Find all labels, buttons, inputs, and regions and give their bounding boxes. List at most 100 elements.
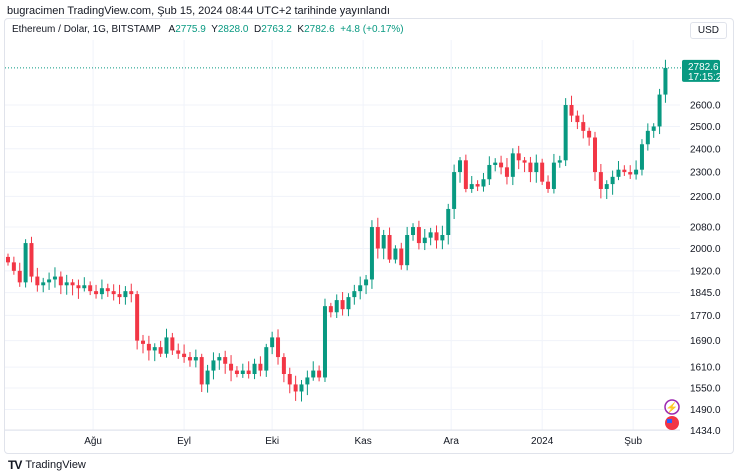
candle-body [23,243,28,283]
candle-body [493,162,498,165]
candle-body [587,130,592,138]
candle-body [246,370,251,375]
candle-body [411,227,416,236]
candle-body [99,288,104,295]
y-tick-label: 2000.0 [690,244,721,255]
countdown-label: 17:15:20 [688,72,727,83]
candle-body [82,285,87,289]
symbol-title[interactable]: Ethereum / Dolar, 1G, BITSTAMP [12,24,161,35]
x-tick-label: 2024 [531,436,554,447]
candle-body [305,377,310,385]
candle-body [381,235,386,249]
candle-body [358,285,363,292]
candle-body [422,237,427,244]
candle-body [593,137,597,173]
candle-body [287,374,292,385]
candle-body [70,282,75,286]
candle-body [416,227,421,244]
candle-body [76,285,81,289]
candle-body [129,291,134,295]
candle-body [117,294,122,298]
tradingview-logo[interactable]: TV TradingView [8,458,86,472]
candle-body [270,337,275,348]
candle-body [393,248,398,260]
candle-body [628,172,633,175]
candle-body [434,232,439,241]
candle-body [199,357,204,385]
candle-body [152,347,157,351]
candle-body [182,353,187,358]
y-tick-label: 1550.0 [690,383,721,394]
candle-body [481,179,486,187]
candle-body [487,164,492,180]
candle-body [534,162,539,173]
currency-button[interactable]: USD [689,22,727,39]
candle-body [193,357,198,361]
candle-body [311,370,316,378]
candle-body [205,370,210,385]
candle-body [440,235,445,241]
candle-body [616,169,621,177]
y-tick-label: 2600.0 [690,101,721,112]
candle-body [546,181,551,189]
close-label: K [297,24,305,35]
candle-body [399,248,404,266]
candle-body [6,256,10,263]
y-tick-label: 1690.0 [690,336,721,347]
candle-body [123,291,128,298]
candle-body [135,294,140,341]
lightning-event-icon [664,399,680,415]
candle-body [364,279,369,286]
candle-body [229,363,234,371]
candle-body [52,276,57,280]
us-flag-canton-icon [667,419,672,423]
x-tick-label: Kas [355,436,372,447]
candle-body [322,306,327,378]
candle-body [340,300,345,310]
candle-body [211,360,216,371]
candle-body [346,297,351,310]
x-tick-label: Ağu [84,436,102,447]
candle-body [111,291,116,295]
published-caption: bugracimen TradingView.com, Şub 15, 2024… [7,5,390,17]
candle-body [610,176,615,185]
tv-logo-icon: TV [8,458,22,472]
candle-body [35,276,40,286]
candle-body [428,232,433,238]
candle-body [146,343,151,351]
candle-body [276,337,281,358]
change-value: +4.8 (+0.17%) [340,24,404,35]
low-label: D [254,24,262,35]
y-tick-label: 2400.0 [690,144,721,155]
candle-body [299,384,304,392]
candle-body [581,122,586,131]
candle-body [41,282,46,286]
open-label: A [168,24,176,35]
candle-body [510,153,515,177]
candle-body [258,363,263,371]
candle-body [375,227,380,249]
candle-body [94,291,99,295]
x-tick-label: Eyl [177,436,191,447]
candle-body [457,160,462,173]
high-value: 2828.0 [217,24,249,35]
y-tick-label: 1770.0 [690,311,721,322]
y-tick-label: 1845.0 [690,288,721,299]
candle-body [170,337,175,351]
candle-body [176,350,181,354]
y-tick-label: 2500.0 [690,122,721,133]
candle-body [504,167,509,177]
close-value: 2782.6 [304,24,335,35]
ohlc-legend: Ethereum / Dolar, 1G, BITSTAMP A2775.9 Y… [12,24,404,35]
candle-body [604,184,609,189]
candle-body [405,235,410,266]
y-tick-label: 2200.0 [690,192,721,203]
candle-body [645,130,650,145]
candle-body [158,347,163,354]
candle-body [540,162,545,182]
candle-body [17,270,22,283]
candle-body [223,357,228,364]
candle-body [499,162,504,168]
